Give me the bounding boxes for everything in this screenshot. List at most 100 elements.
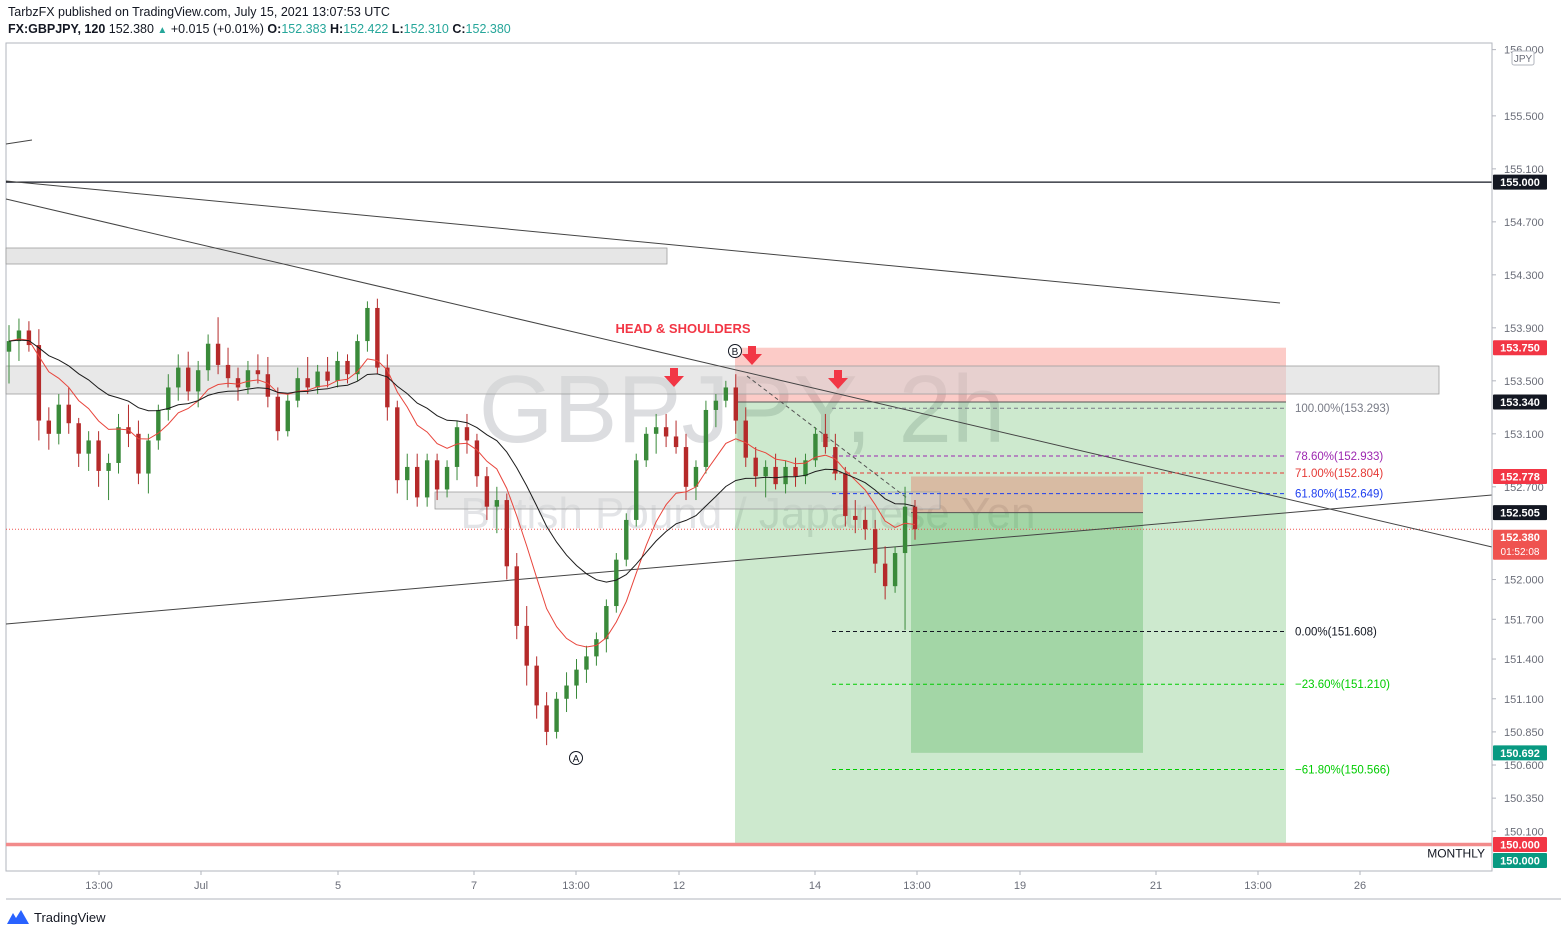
- x-tick-label: 14: [809, 880, 821, 892]
- candle-body: [853, 515, 858, 520]
- candle-body: [225, 364, 231, 379]
- fib-label: −23.60%(151.210): [1295, 679, 1390, 691]
- price-label: 155.000: [1500, 177, 1540, 189]
- fib-label: 0.00%(151.608): [1295, 626, 1377, 638]
- candle-body: [395, 407, 400, 481]
- x-tick-label: 13:00: [562, 880, 590, 892]
- y-tick-label: 154.300: [1504, 270, 1544, 282]
- y-tick-label: 151.100: [1504, 694, 1544, 706]
- candle-body: [76, 423, 81, 454]
- price-label: 152.778: [1500, 471, 1540, 483]
- candle-body: [723, 387, 729, 401]
- up-triangle-icon: ▲: [157, 25, 168, 36]
- candle-body: [843, 473, 848, 516]
- footer-brand[interactable]: TradingView: [34, 909, 106, 925]
- candle-body: [26, 330, 32, 346]
- y-tick-label: 155.100: [1504, 164, 1544, 176]
- price-label-bg: [1493, 837, 1547, 853]
- candle-body: [245, 370, 251, 388]
- candle-body: [315, 371, 320, 388]
- y-tick-label: 153.900: [1504, 323, 1544, 335]
- candle-body: [584, 656, 589, 670]
- y-tick-label: 155.500: [1504, 111, 1544, 123]
- price-label: 150.000: [1500, 840, 1540, 852]
- candle-body: [643, 433, 649, 461]
- candle-body: [375, 307, 380, 368]
- candle-body: [833, 447, 838, 474]
- candle-body: [753, 457, 758, 477]
- candle-body: [285, 400, 290, 432]
- candle-body: [434, 460, 440, 490]
- candle-body: [743, 420, 748, 458]
- trendline-upper: [5, 180, 1281, 304]
- wave-b-label: B: [732, 347, 739, 358]
- y-tick-label: 151.400: [1504, 654, 1544, 666]
- currency-badge: [1511, 50, 1535, 66]
- candle-body: [424, 460, 430, 498]
- candle-body: [882, 563, 888, 587]
- candle-body: [36, 345, 42, 421]
- candle-body: [634, 460, 639, 520]
- fib-label: 61.80%(152.649): [1295, 489, 1383, 501]
- x-tick-label: 7: [471, 880, 477, 892]
- candle-body: [414, 466, 420, 498]
- candle-body: [275, 396, 281, 432]
- candle-body: [265, 374, 271, 397]
- candle-body: [16, 330, 22, 342]
- candle-body: [176, 367, 181, 388]
- trendline-fragment: [5, 139, 33, 145]
- candle-body: [683, 447, 689, 487]
- open-value: 152.383: [281, 22, 327, 36]
- stop-zone-2: [911, 476, 1143, 513]
- candle-body: [793, 466, 798, 477]
- close-value: 152.380: [465, 22, 511, 36]
- candle-body: [614, 559, 619, 607]
- candle-body: [892, 553, 898, 587]
- fib-label: 100.00%(153.293): [1295, 403, 1390, 415]
- price-label: 150.692: [1500, 748, 1540, 760]
- candle-body: [912, 506, 918, 530]
- ema-slow-line: [8, 339, 916, 583]
- symbol-name[interactable]: FX:GBPJPY, 120: [8, 22, 106, 36]
- candle-body: [66, 404, 71, 424]
- x-tick-label: 12: [673, 880, 685, 892]
- candle-body: [136, 433, 141, 474]
- currency-badge-label: JPY: [1514, 54, 1533, 65]
- x-tick-label: Jul: [194, 880, 208, 892]
- wave-a-label: A: [573, 754, 580, 765]
- tradingview-logo-icon[interactable]: [6, 909, 30, 925]
- candle-body: [116, 427, 121, 463]
- price-label-bg: [1493, 468, 1547, 484]
- x-tick-label: 5: [335, 880, 341, 892]
- y-tick-label: 150.100: [1504, 826, 1544, 838]
- candle-body: [385, 367, 390, 408]
- publish-info: TarbzFX published on TradingView.com, Ju…: [8, 5, 390, 19]
- fib-label: −61.80%(150.566): [1295, 765, 1390, 777]
- target-zone-2: [911, 512, 1143, 753]
- candle-body: [484, 476, 490, 507]
- low-label: L:: [391, 22, 404, 36]
- candle-body: [186, 367, 191, 392]
- candle-body: [146, 440, 151, 474]
- down-arrow-icon: [828, 370, 848, 389]
- fib-label: 71.00%(152.804): [1295, 468, 1383, 480]
- candle-body: [345, 360, 350, 375]
- candle-body: [564, 685, 569, 699]
- y-tick-label: 152.700: [1504, 482, 1544, 494]
- x-tick-label: 21: [1150, 880, 1162, 892]
- candle-body: [534, 665, 539, 706]
- candle-body: [166, 387, 171, 410]
- candle-body: [554, 698, 559, 732]
- candle-body: [255, 370, 261, 375]
- candle-body: [703, 409, 709, 467]
- candle-body: [444, 466, 450, 490]
- last-price: 152.380: [108, 22, 154, 36]
- candle-body: [872, 529, 878, 564]
- price-label: 152.380: [1500, 532, 1540, 544]
- candle-body: [813, 433, 818, 461]
- candle-body: [604, 606, 609, 640]
- candle-body: [803, 460, 808, 477]
- zone-middle: [5, 365, 1440, 395]
- countdown-label: 01:52:08: [1501, 547, 1540, 558]
